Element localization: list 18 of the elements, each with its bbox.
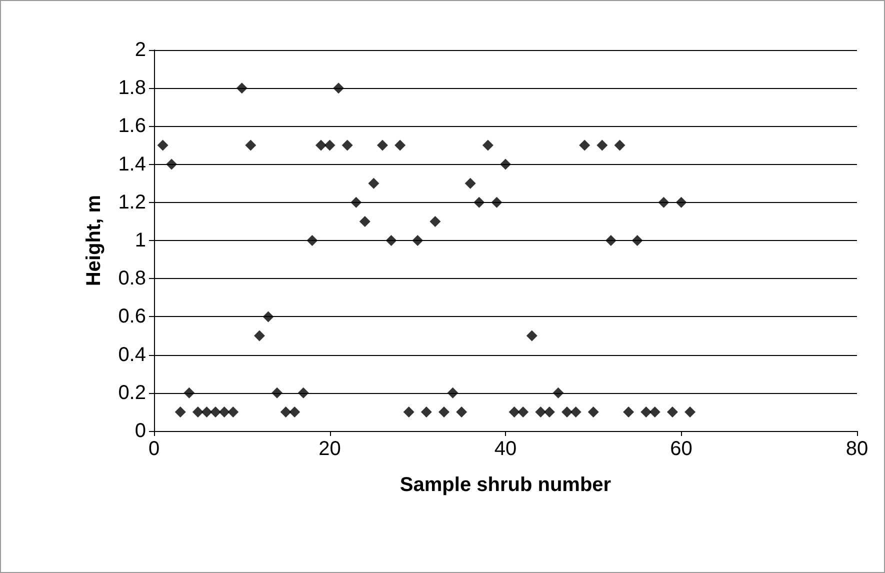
y-tick-label: 2 (134, 39, 146, 61)
x-tick-label: 20 (318, 438, 341, 460)
y-tick-label: 1.4 (118, 153, 146, 176)
y-tick-label: 1 (134, 230, 146, 252)
y-tick-label: 0.2 (118, 382, 146, 404)
y-tick-label: 1.2 (118, 191, 146, 214)
x-tick-label: 40 (494, 438, 517, 460)
y-tick-label: 0.6 (118, 306, 146, 328)
x-tick-label: 60 (670, 438, 692, 460)
x-tick-label: 0 (148, 438, 160, 460)
y-tick-label: 1.8 (118, 77, 146, 100)
y-tick-label: 0.4 (118, 344, 146, 366)
y-tick-label: 0 (134, 420, 146, 442)
x-tick-label: 80 (846, 438, 868, 460)
y-tick-label: 1.6 (118, 115, 146, 138)
x-axis-title: Sample shrub number (400, 474, 612, 496)
y-tick-label: 0.8 (118, 268, 146, 290)
y-axis-title: Height, m (83, 194, 105, 286)
